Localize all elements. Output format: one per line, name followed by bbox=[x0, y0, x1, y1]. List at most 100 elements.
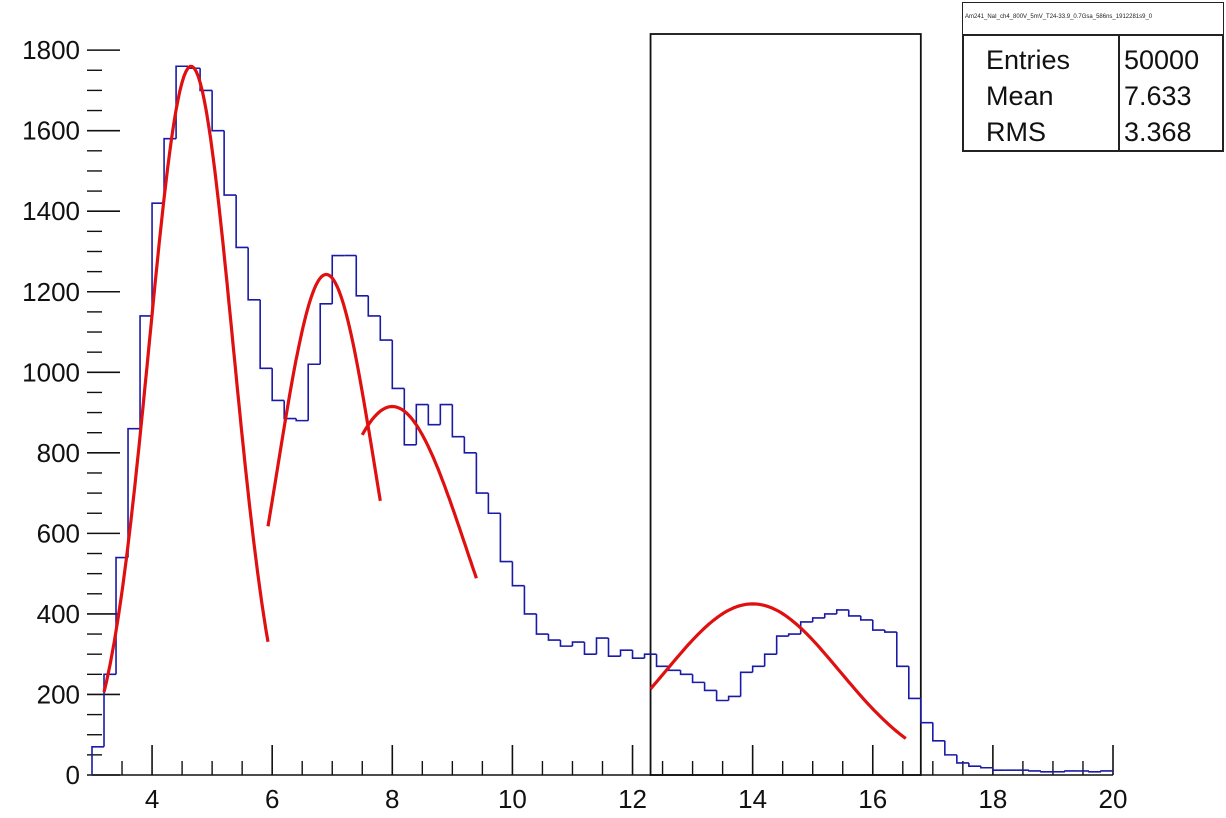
stats-divider bbox=[1118, 36, 1120, 150]
histogram-bin bbox=[103, 673, 117, 747]
histogram-bin bbox=[91, 746, 105, 775]
fit-curve-2 bbox=[266, 272, 382, 527]
histogram-bin bbox=[871, 619, 885, 631]
histogram-bin bbox=[439, 403, 453, 425]
histogram-bin bbox=[427, 404, 441, 426]
histogram-bin bbox=[847, 609, 861, 617]
histogram-bin bbox=[235, 195, 249, 249]
histogram-bin bbox=[968, 762, 981, 767]
stats-row-mean: Mean 7.633 bbox=[964, 78, 1222, 114]
stats-label-rms: RMS bbox=[986, 117, 1046, 147]
histogram-bin bbox=[980, 766, 993, 769]
x-tick-label: 20 bbox=[1099, 784, 1128, 813]
histogram-bin bbox=[643, 653, 657, 659]
histogram-bin bbox=[619, 649, 633, 657]
histogram-bin bbox=[547, 634, 561, 641]
histogram-bin bbox=[379, 315, 393, 341]
histogram-bin bbox=[583, 642, 597, 655]
y-tick-label: 1800 bbox=[22, 35, 80, 65]
stats-row-rms: RMS 3.368 bbox=[964, 114, 1222, 150]
stats-value-entries: 50000 bbox=[1124, 45, 1200, 75]
histogram-bin bbox=[403, 388, 417, 446]
histogram-bin bbox=[703, 682, 717, 692]
x-tick-label: 10 bbox=[498, 784, 527, 813]
histogram-bin bbox=[944, 740, 957, 756]
selection-box bbox=[649, 33, 922, 776]
histogram-bin bbox=[463, 436, 477, 454]
histogram-bin bbox=[271, 368, 285, 402]
histogram-bin bbox=[451, 404, 465, 438]
histogram-bin bbox=[715, 690, 729, 702]
histogram-bin bbox=[811, 617, 825, 622]
histogram-bin bbox=[691, 674, 705, 684]
histogram-bin bbox=[835, 609, 849, 614]
histogram-bin bbox=[307, 363, 321, 421]
histogram-bin bbox=[367, 295, 381, 317]
histogram-bin bbox=[1064, 770, 1077, 772]
histogram-bin bbox=[223, 130, 237, 196]
histogram-bin bbox=[992, 767, 1005, 771]
histogram-bin bbox=[319, 303, 333, 365]
y-tick-label: 800 bbox=[37, 438, 80, 468]
y-tick-label: 1200 bbox=[22, 277, 80, 307]
fit-curve-4 bbox=[649, 602, 907, 740]
histogram-bin bbox=[139, 315, 153, 429]
histogram-bin bbox=[1100, 770, 1113, 772]
histogram-bin bbox=[859, 615, 873, 621]
histogram-bin bbox=[679, 670, 693, 676]
histogram-bin bbox=[355, 255, 369, 297]
histogram-bin bbox=[908, 666, 921, 700]
x-tick-label: 12 bbox=[618, 784, 647, 813]
histogram-bin bbox=[259, 299, 273, 370]
histogram-bin bbox=[247, 247, 261, 301]
histogram-bin bbox=[895, 632, 909, 668]
histogram-bin bbox=[535, 613, 549, 635]
stats-row-entries: Entries 50000 bbox=[964, 42, 1222, 78]
histogram-bin bbox=[331, 254, 345, 304]
histogram-bin bbox=[883, 630, 897, 633]
histogram-bin bbox=[487, 493, 501, 515]
x-tick-label: 14 bbox=[738, 784, 767, 813]
histogram-bin bbox=[559, 640, 573, 647]
histogram-bin bbox=[1040, 770, 1053, 773]
histogram-bin bbox=[823, 613, 837, 618]
histogram-bin bbox=[511, 561, 525, 587]
stats-title: Am241_NaI_ch4_800V_5mV_T24-33.9_0.7Gsa_5… bbox=[962, 2, 1224, 34]
histogram-bin bbox=[211, 90, 225, 132]
stats-label-entries: Entries bbox=[986, 45, 1071, 75]
histogram-bin bbox=[727, 695, 741, 701]
histogram-bin bbox=[127, 427, 141, 558]
x-tick-label: 8 bbox=[385, 784, 399, 813]
y-tick-label: 600 bbox=[37, 518, 80, 548]
histogram-bin bbox=[763, 653, 777, 667]
histogram-bin bbox=[787, 633, 801, 637]
fit-curve-3 bbox=[360, 404, 478, 579]
histogram-bin bbox=[391, 340, 405, 390]
stats-box: Entries 50000 Mean 7.633 RMS 3.368 bbox=[962, 34, 1224, 152]
histogram-bin bbox=[499, 513, 513, 563]
histogram-bin bbox=[415, 403, 429, 445]
histogram-bin bbox=[151, 202, 165, 316]
histogram-bin bbox=[1028, 770, 1041, 772]
x-tick-label: 18 bbox=[978, 784, 1007, 813]
histogram-bin bbox=[739, 671, 753, 697]
histogram-bin bbox=[199, 68, 213, 92]
histogram-bin bbox=[295, 418, 309, 422]
histogram-bin bbox=[775, 635, 789, 655]
histogram-bin bbox=[595, 637, 609, 655]
x-tick-label: 16 bbox=[858, 784, 887, 813]
histogram-bin bbox=[571, 641, 585, 647]
histogram-bin bbox=[956, 754, 969, 764]
histogram-bin bbox=[607, 638, 621, 658]
y-tick-label: 1600 bbox=[22, 116, 80, 146]
x-tick-label: 6 bbox=[265, 784, 279, 813]
y-tick-label: 1000 bbox=[22, 357, 80, 387]
y-tick-label: 0 bbox=[66, 760, 80, 790]
histogram-bin bbox=[932, 722, 945, 742]
y-tick-label: 400 bbox=[37, 599, 80, 629]
x-tick-label: 4 bbox=[145, 784, 159, 813]
y-tick-label: 1400 bbox=[22, 196, 80, 226]
histogram-bin bbox=[475, 452, 489, 494]
